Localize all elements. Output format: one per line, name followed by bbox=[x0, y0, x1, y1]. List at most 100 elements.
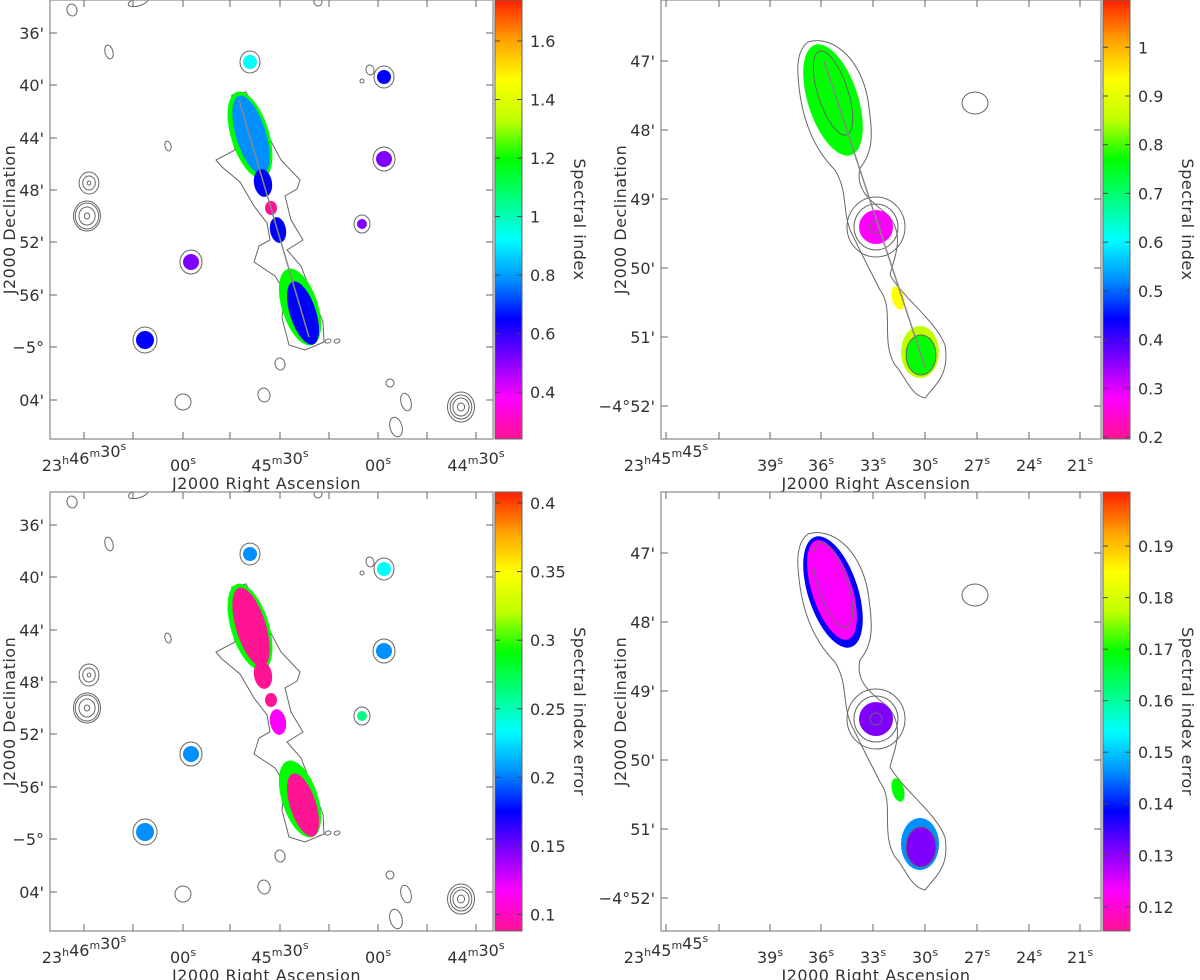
colorbar-tick-label: 0.14 bbox=[1138, 795, 1174, 814]
contour bbox=[359, 78, 365, 84]
plot-frame bbox=[49, 491, 494, 932]
x-tick-label: 24s bbox=[1016, 454, 1042, 475]
colorbar-tick-label: 0.6 bbox=[1138, 233, 1163, 252]
contour bbox=[257, 879, 271, 895]
y-tick-label: −5° bbox=[12, 338, 44, 357]
x-tick-label: 30s bbox=[912, 946, 938, 967]
contour bbox=[385, 378, 395, 388]
contour bbox=[333, 830, 341, 836]
x-axis-label: J2000 Right Ascension bbox=[780, 966, 970, 980]
contour bbox=[313, 492, 323, 499]
x-tick-label: 44m30s bbox=[447, 447, 504, 475]
x-tick-label: 00s bbox=[365, 454, 391, 475]
y-tick-label: 48' bbox=[630, 613, 655, 632]
plot-frame bbox=[49, 0, 494, 440]
colorbar-tick-label: 0.8 bbox=[530, 266, 555, 285]
y-tick-label: −4°52' bbox=[599, 889, 655, 908]
y-tick-label: 48' bbox=[19, 673, 44, 692]
contour bbox=[400, 884, 412, 904]
contour-north-lobe bbox=[812, 50, 854, 136]
x-tick-label: 45m30s bbox=[251, 447, 308, 475]
emission-compact-source bbox=[183, 254, 199, 270]
colorbar-tick-label: 0.13 bbox=[1138, 846, 1174, 865]
emission-compact-source bbox=[377, 562, 391, 576]
x-tick-label: 23h45m45s bbox=[624, 932, 709, 967]
x-tick-label: 39s bbox=[757, 946, 783, 967]
x-axis-label: J2000 Right Ascension bbox=[780, 474, 970, 493]
emission-knot bbox=[269, 709, 287, 735]
colorbar-tick-label: 1.4 bbox=[530, 91, 555, 110]
y-tick-label: −5° bbox=[12, 830, 44, 849]
x-tick-label: 36s bbox=[808, 454, 834, 475]
y-tick-label: 51' bbox=[630, 820, 655, 839]
contour-outer bbox=[215, 91, 325, 351]
contour-core bbox=[853, 203, 899, 251]
y-tick-label: 49' bbox=[630, 682, 655, 701]
contour bbox=[127, 0, 149, 8]
contour bbox=[274, 849, 286, 863]
emission-north-lobe bbox=[232, 587, 270, 667]
emission-compact-source bbox=[357, 711, 367, 721]
x-tick-label: 24s bbox=[1016, 946, 1042, 967]
contour bbox=[174, 393, 192, 411]
emission-knot bbox=[891, 286, 905, 310]
colorbar-tick-label: 0.7 bbox=[1138, 184, 1163, 203]
contour-bright-source bbox=[82, 175, 96, 191]
contour-bright-source bbox=[83, 212, 91, 220]
contour-bright-source bbox=[78, 171, 100, 195]
colorbar-tick-label: 0.6 bbox=[530, 325, 555, 344]
contour bbox=[66, 3, 78, 17]
y-axis-label: J2000 Declination bbox=[611, 637, 630, 787]
contour-compact-source bbox=[373, 65, 395, 89]
y-tick-label: 52' bbox=[19, 725, 44, 744]
contour bbox=[164, 140, 172, 152]
map-area bbox=[797, 40, 989, 399]
colorbar-tick-label: 0.8 bbox=[1138, 136, 1163, 155]
contour bbox=[961, 91, 989, 115]
x-tick-label: 21s bbox=[1067, 946, 1093, 967]
colorbar-label: Spectral index error bbox=[570, 627, 589, 796]
x-tick-label: 23h45m45s bbox=[624, 440, 709, 475]
contour-compact-source bbox=[179, 249, 203, 275]
colorbar bbox=[494, 0, 523, 440]
contour-bright-source bbox=[447, 391, 475, 423]
colorbar bbox=[1102, 0, 1131, 440]
emission-knot bbox=[265, 693, 277, 707]
emission-compact-source bbox=[136, 331, 154, 349]
contour bbox=[274, 357, 286, 371]
contour-bright-source bbox=[86, 180, 92, 186]
map-area bbox=[66, 0, 475, 438]
y-tick-label: 44' bbox=[19, 621, 44, 640]
colorbar-tick-label: 0.4 bbox=[530, 494, 555, 513]
contour-bright-source bbox=[449, 886, 473, 912]
x-tick-label: 45m30s bbox=[251, 939, 308, 967]
contour bbox=[257, 387, 271, 403]
contour bbox=[174, 885, 192, 903]
emission-compact-source bbox=[243, 547, 257, 561]
contour-bright-source bbox=[78, 206, 96, 226]
contour-bright-source bbox=[73, 200, 101, 232]
contour bbox=[164, 632, 172, 644]
y-tick-label: 52' bbox=[19, 233, 44, 252]
y-tick-label: 51' bbox=[630, 328, 655, 347]
contour-compact-source bbox=[132, 818, 158, 846]
colorbar-tick-label: 0.15 bbox=[530, 837, 566, 856]
x-tick-label: 00s bbox=[170, 946, 196, 967]
colorbar-tick-label: 0.5 bbox=[1138, 282, 1163, 301]
contour bbox=[400, 392, 412, 412]
colorbar-tick-label: 0.1 bbox=[530, 906, 555, 925]
contour-north-lobe bbox=[812, 542, 854, 628]
y-tick-label: 40' bbox=[19, 568, 44, 587]
y-tick-label: 56' bbox=[19, 286, 44, 305]
contour bbox=[359, 570, 365, 576]
colorbar bbox=[494, 491, 523, 932]
contour-compact-source bbox=[132, 326, 158, 354]
emission-south-lobe-core bbox=[905, 826, 937, 868]
emission-north-lobe bbox=[232, 95, 270, 175]
x-tick-label: 44m30s bbox=[447, 939, 504, 967]
contour bbox=[389, 908, 403, 930]
colorbar-tick-label: 1 bbox=[530, 208, 540, 227]
y-tick-label: 04' bbox=[19, 883, 44, 902]
contour-bright-source bbox=[86, 672, 92, 678]
contour-outer bbox=[797, 40, 947, 399]
